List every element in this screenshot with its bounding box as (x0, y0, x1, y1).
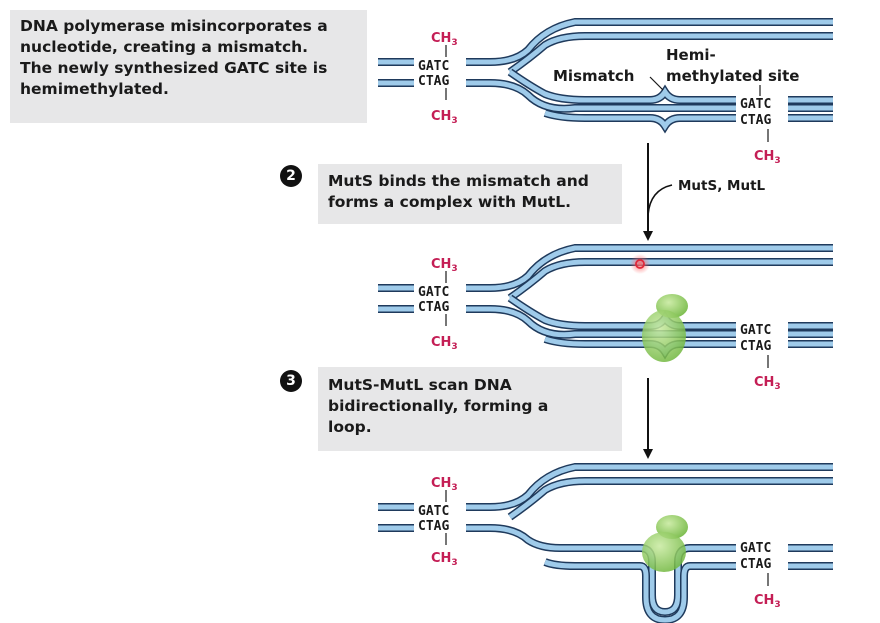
gatc-top-sequence: GATC (418, 59, 449, 74)
methyl-label: CH3 (431, 335, 458, 352)
caption-line: DNA polymerase misincorporates a (20, 17, 328, 35)
caption-line: The newly synthesized GATC site is (20, 59, 328, 77)
muts-protein (642, 310, 686, 362)
methyl-label: CH3 (431, 257, 458, 274)
mismatch-marker (630, 254, 650, 274)
upper-daughter-strand (507, 32, 833, 76)
step-3-caption: MutS-MutL scan DNA bidirectionally, form… (318, 367, 622, 451)
step-2-caption: MutS binds the mismatch and forms a comp… (318, 164, 622, 224)
ctag-bottom-sequence: CTAG (740, 557, 771, 572)
gatc-top-sequence: GATC (740, 323, 771, 338)
caption-line: loop. (328, 418, 372, 436)
ctag-bottom-sequence: CTAG (418, 74, 449, 89)
gatc-top-sequence: GATC (740, 541, 771, 556)
methyl-label: CH3 (754, 149, 781, 166)
caption-line: hemimethylated. (20, 80, 169, 98)
step-2-number: 2 (280, 165, 302, 187)
gatc-top-sequence: GATC (418, 504, 449, 519)
methyl-label: CH3 (754, 375, 781, 392)
ctag-bottom-sequence: CTAG (740, 113, 771, 128)
mismatch-label: Mismatch (553, 67, 635, 85)
mismatch-pointer (649, 76, 664, 91)
gatc-top-sequence: GATC (740, 97, 771, 112)
methyl-label: CH3 (431, 551, 458, 568)
ctag-bottom-sequence: CTAG (740, 339, 771, 354)
methyl-label: CH3 (431, 31, 458, 48)
methyl-label: CH3 (431, 109, 458, 126)
caption-line: forms a complex with MutL. (328, 193, 572, 211)
lower-daughter-strand (507, 68, 833, 134)
ctag-bottom-sequence: CTAG (418, 300, 449, 315)
ctag-bottom-sequence: CTAG (418, 519, 449, 534)
panel-3-dna: CH3 GATC CTAG CH3 GATC CTAG CH3 (378, 463, 833, 623)
panel-2-dna: CH3 GATC CTAG CH3 GATC CTAG CH3 (378, 244, 833, 392)
hemimethylated-label-line1: Hemi- (666, 46, 716, 64)
parent-duplex (378, 18, 833, 113)
step-arrow-1: MutS, MutL (643, 143, 766, 241)
methyl-label: CH3 (754, 593, 781, 610)
caption-line: MutS-MutL scan DNA (328, 376, 512, 394)
gatc-top-sequence: GATC (418, 285, 449, 300)
step-1-caption: DNA polymerase misincorporates a nucleot… (10, 10, 367, 123)
muts-protein (642, 532, 686, 572)
methyl-label: CH3 (431, 476, 458, 493)
hemimethylated-label-line2: methylated site (666, 67, 799, 85)
caption-line: MutS binds the mismatch and (328, 172, 589, 190)
caption-line: bidirectionally, forming a (328, 397, 549, 415)
caption-line: nucleotide, creating a mismatch. (20, 38, 309, 56)
step-3-number: 3 (280, 370, 302, 392)
enzymes-label: MutS, MutL (678, 178, 766, 194)
panel-1-dna: CH3 GATC CTAG CH3 GATC CTAG CH3 Mismatch… (378, 18, 833, 166)
